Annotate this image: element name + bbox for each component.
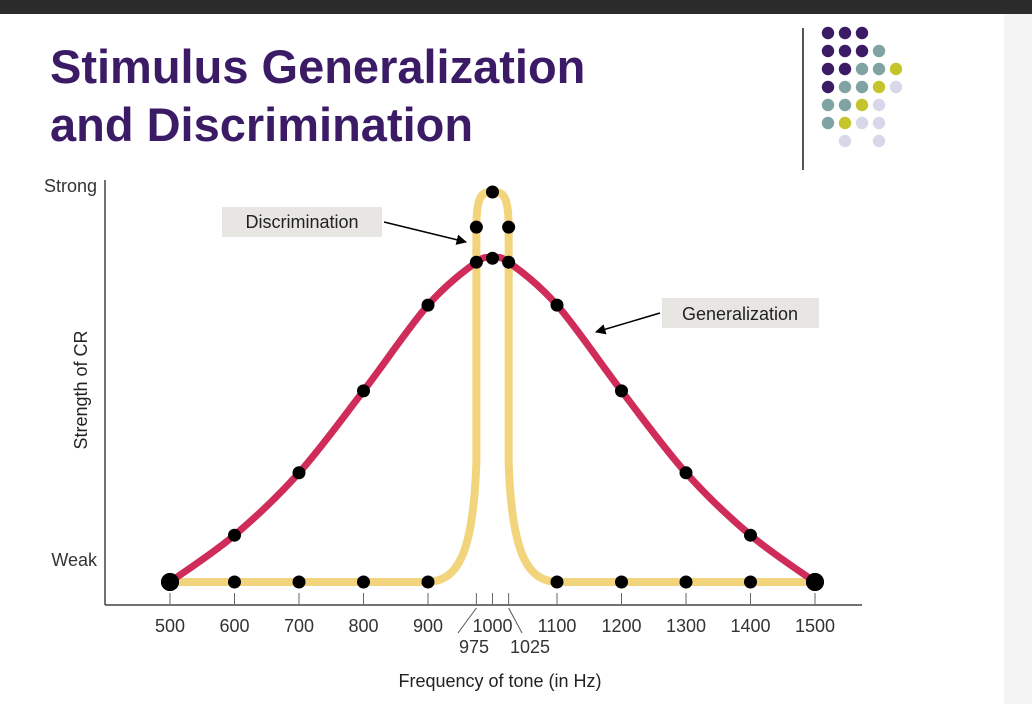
decor-dot bbox=[855, 44, 869, 58]
decor-dot bbox=[872, 116, 886, 130]
data-point-generalization bbox=[615, 384, 628, 398]
decor-dot bbox=[855, 26, 869, 40]
annotation-discrimination: Discrimination bbox=[222, 207, 468, 245]
annotation-discrimination-box bbox=[222, 207, 382, 237]
decor-dot bbox=[855, 116, 869, 130]
x-tick-leader bbox=[457, 607, 477, 634]
annotation-discrimination-label: Discrimination bbox=[245, 212, 358, 232]
decor-dot bbox=[838, 98, 852, 112]
decor-dot bbox=[889, 62, 903, 76]
x-tick-label: 800 bbox=[348, 616, 378, 636]
x-tick-leader bbox=[508, 607, 523, 634]
annotation-discrimination-arrow bbox=[383, 221, 468, 245]
slide-title-line-2: and Discrimination bbox=[50, 98, 474, 151]
x-tick-label: 700 bbox=[284, 616, 314, 636]
data-point-generalization bbox=[679, 466, 693, 480]
data-point-generalization bbox=[806, 573, 824, 591]
data-point-discrimination bbox=[679, 575, 693, 589]
data-point-generalization bbox=[486, 251, 499, 265]
decor-dot bbox=[872, 80, 886, 94]
data-point-discrimination bbox=[502, 220, 516, 234]
title-divider-line bbox=[802, 28, 804, 170]
annotation-generalization-label: Generalization bbox=[682, 304, 798, 324]
slide-title-line-1: Stimulus Generalization bbox=[50, 40, 586, 93]
window-top-bar bbox=[0, 0, 1032, 14]
data-point-generalization bbox=[469, 255, 483, 269]
data-point-discrimination bbox=[550, 575, 564, 589]
decor-dot bbox=[872, 62, 886, 76]
data-point-discrimination bbox=[744, 575, 757, 589]
decor-dot bbox=[872, 98, 886, 112]
data-point-discrimination bbox=[615, 575, 628, 589]
data-point-generalization bbox=[550, 298, 564, 312]
x-tick-label-minor: 1025 bbox=[510, 637, 550, 657]
data-point-generalization bbox=[357, 384, 370, 398]
chart-curves bbox=[166, 188, 819, 586]
data-point-generalization bbox=[228, 528, 241, 542]
annotation-generalization-arrow bbox=[594, 312, 661, 335]
decor-dot bbox=[838, 116, 852, 130]
x-tick-label: 900 bbox=[413, 616, 443, 636]
data-point-discrimination bbox=[469, 220, 483, 234]
data-point-generalization bbox=[161, 573, 179, 591]
x-tick-label: 1400 bbox=[730, 616, 770, 636]
right-edge-band bbox=[1004, 14, 1032, 704]
decor-dot bbox=[872, 44, 886, 58]
decor-dot bbox=[855, 62, 869, 76]
annotation-generalization: Generalization bbox=[594, 298, 819, 335]
decor-dot bbox=[821, 116, 835, 130]
data-point-generalization bbox=[744, 528, 757, 542]
decor-dot bbox=[821, 26, 835, 40]
y-tick-label-strong: Strong bbox=[44, 176, 97, 196]
x-tick-label: 1000 bbox=[472, 616, 512, 636]
x-tick-label: 600 bbox=[219, 616, 249, 636]
decor-dot bbox=[855, 98, 869, 112]
decorative-dot-grid bbox=[821, 26, 903, 148]
x-tick-label: 1200 bbox=[601, 616, 641, 636]
decor-dot bbox=[838, 44, 852, 58]
x-tick-label: 1500 bbox=[795, 616, 835, 636]
data-point-discrimination bbox=[228, 575, 241, 589]
x-axis-title: Frequency of tone (in Hz) bbox=[398, 671, 601, 691]
data-point-generalization bbox=[292, 466, 306, 480]
data-point-generalization bbox=[421, 298, 435, 312]
data-point-discrimination bbox=[292, 575, 306, 589]
chart-markers bbox=[161, 185, 824, 591]
decor-dot bbox=[821, 80, 835, 94]
decor-dot bbox=[872, 134, 886, 148]
decor-dot bbox=[838, 62, 852, 76]
decor-dot bbox=[855, 80, 869, 94]
y-tick-label-weak: Weak bbox=[51, 550, 98, 570]
decor-dot bbox=[821, 44, 835, 58]
data-point-discrimination bbox=[357, 575, 370, 589]
data-point-discrimination bbox=[421, 575, 435, 589]
x-tick-label: 1100 bbox=[538, 616, 577, 636]
decor-dot bbox=[821, 62, 835, 76]
x-axis-ticks: 500 600 700 800 900 1000 1100 1200 1300 1400 1500 9… bbox=[155, 593, 835, 657]
decor-dot bbox=[838, 26, 852, 40]
x-tick-label: 1300 bbox=[666, 616, 706, 636]
decor-dot bbox=[838, 80, 852, 94]
data-point-generalization bbox=[502, 255, 516, 269]
data-point-discrimination bbox=[486, 185, 499, 199]
slide-title: Stimulus Generalization and Discriminati… bbox=[50, 38, 585, 154]
series-line-discrimination bbox=[166, 188, 819, 586]
annotation-generalization-box bbox=[662, 298, 819, 328]
decor-dot bbox=[889, 80, 903, 94]
decor-dot bbox=[838, 134, 852, 148]
x-tick-label: 500 bbox=[155, 616, 185, 636]
y-axis-title: Strength of CR bbox=[71, 330, 91, 449]
decor-dot bbox=[821, 98, 835, 112]
x-tick-label-minor: 975 bbox=[459, 637, 489, 657]
